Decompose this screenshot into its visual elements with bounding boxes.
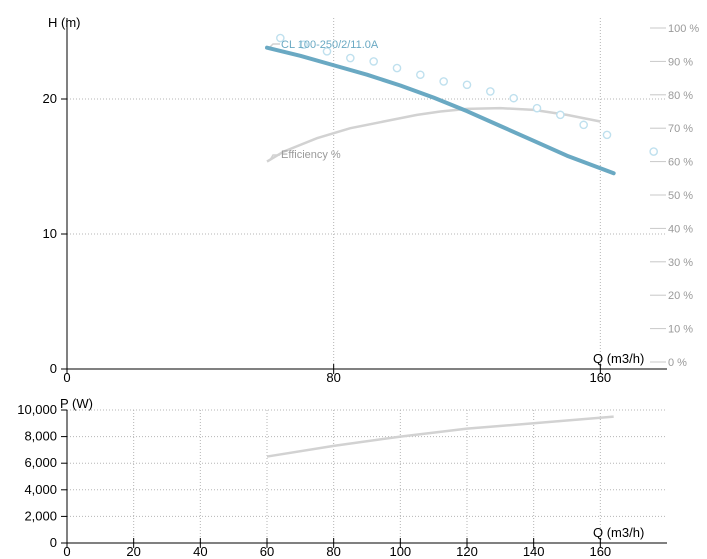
efficiency-marker-3 — [346, 53, 355, 63]
head-x-tick-label-2: 160 — [589, 370, 611, 385]
power-series — [266, 415, 614, 458]
power-y-tick-label-5: 10,000 — [17, 402, 57, 417]
power-axis-label: P (W) — [60, 396, 93, 411]
power-x-tick-label-0: 0 — [63, 544, 70, 559]
efficiency-marker-15 — [649, 147, 658, 156]
efficiency-marker-9 — [486, 87, 495, 96]
efficiency-marker-0 — [276, 33, 285, 43]
efficiency-tick-label-6: 60 % — [668, 157, 693, 169]
efficiency-tick-label-2: 20 % — [668, 290, 693, 302]
efficiency-marker-1 — [299, 40, 308, 50]
power-x-tick-label-2: 40 — [193, 544, 207, 559]
power-y-tick-label-3: 6,000 — [24, 455, 57, 470]
head-series-label-leader — [269, 43, 280, 48]
efficiency-tick-label-1: 10 % — [668, 324, 693, 336]
efficiency-tick-label-3: 30 % — [668, 257, 693, 269]
power-x-tick-label-5: 100 — [389, 544, 411, 559]
efficiency-tick-label-10: 100 % — [668, 23, 699, 35]
efficiency-marker-13 — [579, 120, 588, 130]
power-curve — [266, 415, 614, 458]
head-axis-label: H (m) — [48, 15, 81, 30]
head-axes: 0 10 20 0 80 160 0 % 10 % 20 % 30 % 40 % 50 % 60 % 70… — [43, 18, 699, 385]
efficiency-marker-12 — [556, 110, 565, 120]
head-x-tick-label-0: 0 — [63, 370, 70, 385]
efficiency-tick-label-0: 0 % — [668, 357, 687, 369]
head-grid — [67, 18, 667, 369]
power-x-tick-label-7: 140 — [523, 544, 545, 559]
power-y-tick-label-1: 2,000 — [24, 508, 57, 523]
efficiency-marker-2 — [322, 47, 332, 56]
efficiency-marker-10 — [509, 93, 518, 103]
power-x-tick-label-3: 60 — [260, 544, 274, 559]
efficiency-marker-14 — [602, 130, 612, 140]
head-series: Efficiency % CL 100-250/2/11.0A — [265, 33, 658, 176]
power-x-tick-label-6: 120 — [456, 544, 478, 559]
power-axes: 0 2,000 4,000 6,000 8,000 10,000 0 20 40 60 80 100 1… — [17, 402, 667, 559]
efficiency-marker-5 — [392, 63, 402, 73]
power-x-axis-label: Q (m3/h) — [593, 525, 644, 540]
head-y-tick-label-2: 20 — [43, 91, 57, 106]
efficiency-series-label: Efficiency % — [281, 149, 341, 161]
head-series-label: CL 100-250/2/11.0A — [281, 39, 379, 51]
power-labels: P (W) Q (m3/h) — [60, 396, 644, 540]
power-x-tick-label-8: 160 — [589, 544, 611, 559]
efficiency-tick-label-8: 80 % — [668, 90, 693, 102]
power-grid — [67, 409, 667, 543]
efficiency-marker-6 — [416, 70, 425, 80]
efficiency-marker-7 — [439, 77, 448, 86]
power-y-tick-label-4: 8,000 — [24, 429, 57, 444]
head-x-axis-label: Q (m3/h) — [593, 351, 644, 366]
head-y-tick-label-1: 10 — [43, 226, 57, 241]
head-curve — [265, 45, 616, 176]
efficiency-tick-label-9: 90 % — [668, 56, 693, 68]
power-y-tick-label-2: 4,000 — [24, 482, 57, 497]
efficiency-tick-label-7: 70 % — [668, 123, 693, 135]
efficiency-label-leader — [269, 154, 280, 161]
efficiency-tick-label-5: 50 % — [668, 190, 693, 202]
efficiency-marker-8 — [462, 80, 472, 90]
efficiency-marker-11 — [532, 103, 542, 113]
head-y-tick-label-0: 0 — [50, 361, 57, 376]
power-y-tick-label-0: 0 — [50, 535, 57, 550]
power-x-tick-label-4: 80 — [326, 544, 340, 559]
power-x-tick-label-1: 20 — [126, 544, 140, 559]
head-labels: H (m) Q (m3/h) — [48, 15, 644, 366]
efficiency-marker-4 — [369, 57, 378, 66]
head-x-tick-label-1: 80 — [326, 370, 340, 385]
efficiency-tick-label-4: 40 % — [668, 223, 693, 235]
